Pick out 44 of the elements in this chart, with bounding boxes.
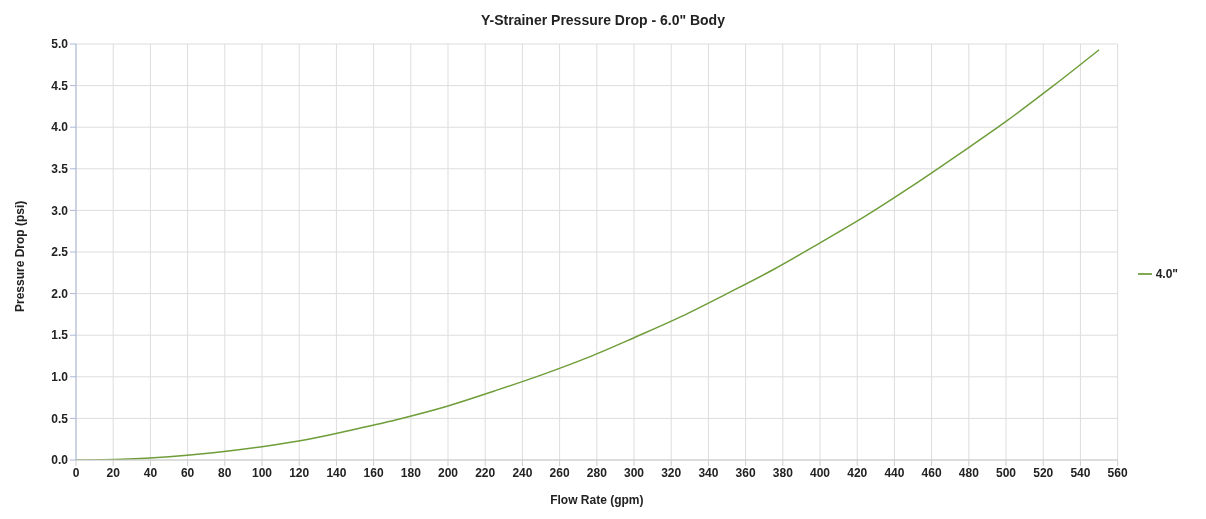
x-tick-label: 560 xyxy=(1107,465,1128,480)
y-tick-label: 0.5 xyxy=(51,411,69,426)
y-tick-label: 1.5 xyxy=(51,328,69,343)
y-tick-label: 3.5 xyxy=(51,162,69,177)
legend-label: 4.0" xyxy=(1155,266,1178,281)
x-tick-label: 40 xyxy=(143,465,158,480)
x-tick-label: 320 xyxy=(661,465,682,480)
x-tick-label: 80 xyxy=(218,465,232,480)
y-tick-label: 3.0 xyxy=(51,203,69,218)
x-tick-label: 0 xyxy=(72,465,80,480)
x-tick-label: 380 xyxy=(772,465,794,480)
x-tick-label: 60 xyxy=(180,465,195,480)
y-tick-label: 5.0 xyxy=(51,37,69,52)
x-tick-label: 20 xyxy=(106,465,121,480)
x-tick-label: 100 xyxy=(251,465,273,480)
x-tick-label: 360 xyxy=(735,465,756,480)
x-tick-label: 440 xyxy=(884,465,905,480)
x-tick-label: 460 xyxy=(921,465,942,480)
x-tick-label: 520 xyxy=(1033,465,1054,480)
x-axis-title: Flow Rate (gpm) xyxy=(550,493,644,507)
x-tick-label: 420 xyxy=(847,465,868,480)
x-tick-label: 120 xyxy=(289,465,310,480)
y-tick-label: 1.0 xyxy=(51,370,69,385)
y-tick-label: 2.0 xyxy=(51,286,69,301)
x-tick-label: 240 xyxy=(512,465,533,480)
x-tick-label: 500 xyxy=(996,465,1017,480)
x-tick-label: 200 xyxy=(437,465,459,480)
chart-title: Y-Strainer Pressure Drop - 6.0" Body xyxy=(480,11,726,30)
x-tick-label: 480 xyxy=(958,465,980,480)
x-tick-label: 260 xyxy=(549,465,570,480)
x-tick-label: 220 xyxy=(475,465,496,480)
x-tick-label: 540 xyxy=(1070,465,1091,480)
y-tick-label: 2.5 xyxy=(51,245,69,260)
y-tick-label: 4.0 xyxy=(51,120,69,135)
y-tick-label: 0.0 xyxy=(51,453,69,468)
x-tick-label: 160 xyxy=(363,465,384,480)
x-tick-label: 400 xyxy=(810,465,831,480)
x-tick-label: 300 xyxy=(624,465,645,480)
x-tick-label: 340 xyxy=(698,465,719,480)
x-tick-label: 280 xyxy=(586,465,608,480)
y-tick-label: 4.5 xyxy=(51,78,69,93)
x-tick-label: 140 xyxy=(326,465,347,480)
x-tick-label: 180 xyxy=(400,465,422,480)
y-axis-title: Pressure Drop (psi) xyxy=(13,200,28,312)
